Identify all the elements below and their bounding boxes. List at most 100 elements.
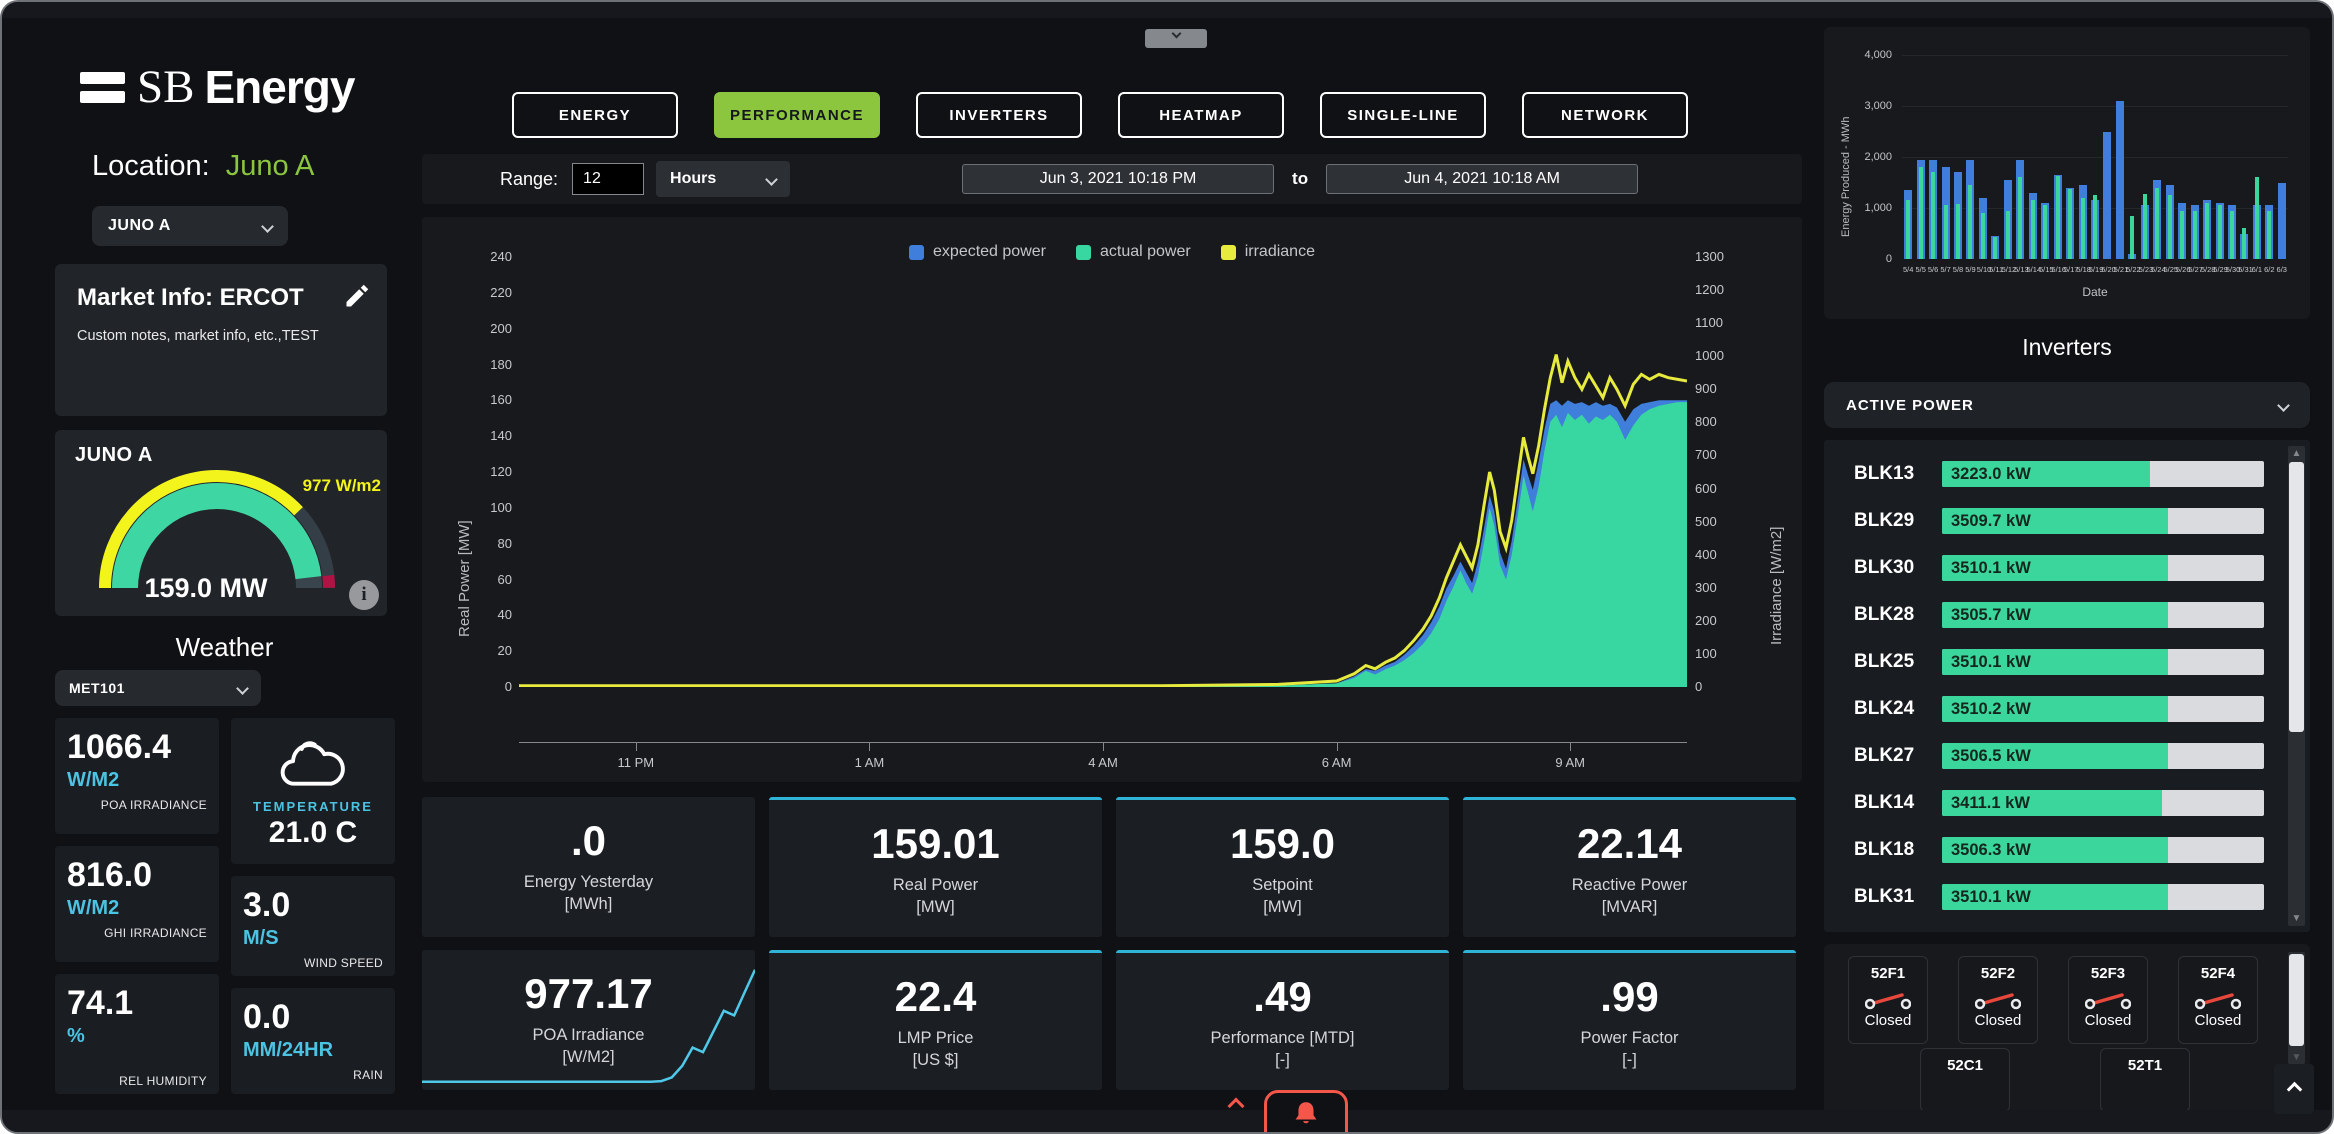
bar-actual [2217, 205, 2222, 259]
bar-actual [2180, 210, 2185, 259]
bar-actual [2142, 193, 2147, 259]
inverter-power-bar: 3510.1 kW [1942, 649, 2264, 675]
weather-unit: M/S [243, 927, 279, 949]
x-axis-tick-label: 5/17 [2063, 265, 2079, 274]
stat-tile-label: POA Irradiance [W/M2] [532, 1026, 645, 1067]
breaker-switch-icon [1975, 993, 2021, 1010]
breaker-52t1[interactable]: 52T1 [2100, 1048, 2190, 1112]
range-from-button[interactable]: Jun 3, 2021 10:18 PM [962, 164, 1275, 194]
y-axis-tick: 0 [504, 679, 512, 694]
y-axis-tick: 300 [1695, 579, 1717, 595]
irradiance-line [519, 354, 1687, 687]
legend-item-expected-power: expected power [909, 243, 1046, 261]
inverter-power-value: 3223.0 kW [1951, 464, 2031, 483]
inverter-row[interactable]: BLK27 3506.5 kW [1854, 736, 2279, 776]
energy-produced-chart-panel: Energy Produced - MWh 0 1,000 2,000 3,000 4,… [1824, 27, 2310, 319]
range-unit-value: Hours [670, 170, 717, 187]
nav-tab-performance[interactable]: PERFORMANCE [714, 92, 880, 138]
cloud-icon [280, 740, 345, 786]
inverter-row[interactable]: BLK30 3510.1 kW [1854, 548, 2279, 588]
site-dropdown[interactable]: JUNO A [92, 206, 288, 246]
stat-tile-poa-irradiance: 977.17 POA Irradiance [W/M2] [422, 950, 755, 1090]
market-info-card: Market Info: ERCOT Custom notes, market … [55, 264, 387, 416]
breakers-scrollbar-thumb[interactable] [2289, 954, 2304, 1046]
alarm-bell-button[interactable] [1264, 1090, 1348, 1132]
breaker-52f3[interactable]: 52F3 Closed [2068, 956, 2148, 1044]
inverters-title: Inverters [2022, 334, 2112, 360]
nav-tab-network[interactable]: NETWORK [1522, 92, 1688, 138]
main-area: ENERGY PERFORMANCE INVERTERS HEATMAP SINGLE-… [422, 2, 1802, 1132]
inverter-name: BLK27 [1854, 745, 1915, 766]
inverter-name: BLK31 [1854, 886, 1915, 907]
y-axis-label-right: Irradiance [W/m2] [1768, 526, 1785, 645]
bar-actual [2005, 210, 2010, 259]
edit-pencil-icon[interactable] [345, 284, 369, 308]
weather-station-dropdown[interactable]: MET101 [55, 670, 261, 706]
breaker-state: Closed [2084, 1012, 2132, 1029]
nav-tab-heatmap[interactable]: HEATMAP [1118, 92, 1284, 138]
gauge-irradiance-value: 977 W/m2 [302, 476, 381, 495]
breaker-52c1[interactable]: 52C1 [1920, 1048, 2010, 1112]
range-to-button[interactable]: Jun 4, 2021 10:18 AM [1326, 164, 1639, 194]
weather-label: WIND SPEED [303, 956, 383, 970]
inverter-row[interactable]: BLK29 3509.7 kW [1854, 501, 2279, 541]
inverter-row[interactable]: BLK24 3510.2 kW [1854, 689, 2279, 729]
stat-tile-label: LMP Price [US $] [897, 1029, 974, 1070]
y-axis-tick: 1100 [1695, 315, 1723, 331]
inverter-row[interactable]: BLK18 3506.3 kW [1854, 830, 2279, 870]
inverter-power-value: 3509.7 kW [1951, 511, 2031, 530]
info-icon[interactable]: i [349, 580, 379, 610]
inverter-metric-dropdown[interactable]: ACTIVE POWER [1824, 382, 2310, 428]
x-axis-tick-label: 11 PM [617, 755, 655, 770]
inverter-scrollbar-thumb[interactable] [2289, 462, 2304, 732]
scroll-down-icon[interactable]: ▼ [2291, 1052, 2302, 1063]
inverter-metric-value: ACTIVE POWER [1846, 396, 1974, 414]
x-axis-tick-label: 5/8 [1952, 265, 1964, 274]
scroll-up-icon[interactable]: ▲ [2291, 448, 2302, 459]
breaker-52f1[interactable]: 52F1 Closed [1848, 956, 1928, 1044]
x-axis-tick-mark [1570, 742, 1572, 751]
y-axis-tick: 4,000 [1864, 49, 1892, 61]
weather-value: 3.0 [243, 886, 291, 924]
range-unit-select[interactable]: Hours [656, 161, 791, 197]
nav-tab-inverters[interactable]: INVERTERS [916, 92, 1082, 138]
inverter-row[interactable]: BLK31 3510.1 kW [1854, 877, 2279, 917]
breaker-52f2[interactable]: 52F2 Closed [1958, 956, 2038, 1044]
legend-item-irradiance: irradiance [1220, 243, 1315, 261]
y-axis-tick: 180 [490, 356, 512, 372]
y-axis-tick: 60 [497, 571, 512, 587]
inverter-row[interactable]: BLK14 3411.1 kW [1854, 783, 2279, 823]
bar-actual [2267, 210, 2272, 259]
inverter-scrollbar[interactable]: ▲ ▼ [2288, 446, 2305, 926]
inverter-row[interactable]: BLK28 3505.7 kW [1854, 595, 2279, 635]
power-irradiance-chart-panel: expected power actual power irradiance Rea… [422, 217, 1802, 782]
power-irradiance-plot[interactable] [519, 257, 1687, 687]
stat-tile-setpoint: 159.0 Setpoint [MW] [1116, 797, 1449, 937]
scroll-down-icon[interactable]: ▼ [2291, 913, 2302, 924]
inverter-row[interactable]: BLK25 3510.1 kW [1854, 642, 2279, 682]
energy-chart-xlabel: Date [2082, 285, 2108, 299]
y-axis-tick: 800 [1695, 414, 1717, 430]
x-axis-tick-label: 5/27 [2188, 265, 2203, 274]
bar-actual [1993, 236, 1998, 259]
range-value-input[interactable] [572, 163, 645, 195]
scroll-to-top-button[interactable] [2274, 1064, 2314, 1114]
bar-actual [2043, 205, 2048, 259]
stat-tile-power-factor: .99 Power Factor [-] [1463, 950, 1796, 1090]
x-axis-tick-label: 9 AM [1555, 755, 1585, 770]
inverter-power-bar: 3505.7 kW [1942, 602, 2264, 628]
x-axis-tick-label: 5/7 [1940, 265, 1951, 274]
x-axis-tick-label: 5/9 [1965, 265, 1976, 274]
inverter-power-bar: 3506.3 kW [1942, 837, 2264, 863]
nav-tab-energy[interactable]: ENERGY [512, 92, 678, 138]
nav-tab-single-line[interactable]: SINGLE-LINE [1320, 92, 1486, 138]
location-row: Location: Juno A [92, 150, 314, 183]
breaker-52f4[interactable]: 52F4 Closed [2178, 956, 2258, 1044]
inverter-row[interactable]: BLK13 3223.0 kW [1854, 454, 2279, 494]
inverter-name: BLK25 [1854, 651, 1915, 672]
y-axis-tick: 400 [1695, 546, 1717, 562]
inverter-power-value: 3510.1 kW [1951, 887, 2031, 906]
breakers-scrollbar[interactable]: ▼ [2288, 952, 2305, 1064]
collapse-panel-tab[interactable] [1145, 28, 1207, 48]
